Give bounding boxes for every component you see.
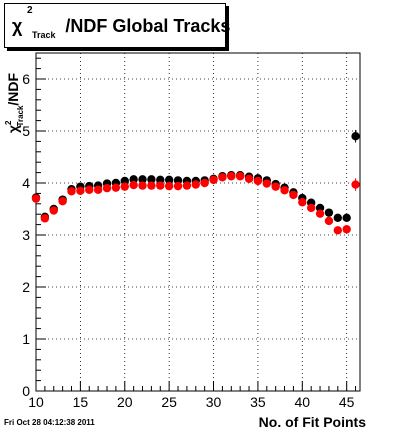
title-chi: χ (12, 16, 23, 36)
data-point-series-2 (156, 181, 165, 190)
data-point-series-2 (164, 181, 174, 191)
y-label-rest: /NDF (5, 72, 21, 105)
axis-ticks (35, 57, 357, 392)
y-axis-label: χ2 Track/NDF (4, 72, 25, 133)
x-tick-label: 30 (206, 394, 222, 410)
data-point-series-1 (147, 175, 156, 184)
data-point-series-1 (351, 132, 360, 141)
y-tick-label: 3 (22, 227, 30, 243)
title-rest: /NDF Global Tracks (65, 16, 231, 36)
data-point-series-1 (138, 175, 147, 184)
data-point-series-1 (342, 213, 351, 223)
y-tick-label: 2 (22, 279, 30, 295)
y-label-sub: Track (16, 105, 25, 126)
y-label-chi: χ (5, 125, 21, 133)
data-point-series-2 (102, 184, 112, 193)
data-point-series-2 (58, 197, 67, 206)
timestamp-footer: Fri Oct 28 04:12:38 2011 (4, 418, 95, 427)
data-point-series-1 (164, 175, 174, 185)
data-point-series-2 (67, 187, 76, 196)
data-points (31, 129, 360, 235)
data-point-series-2 (191, 180, 200, 189)
plot-frame (35, 52, 361, 392)
data-point-series-2 (120, 182, 129, 191)
y-tick-label: 5 (22, 123, 30, 139)
y-tick-label: 4 (22, 175, 30, 191)
data-point-series-2 (262, 179, 271, 188)
data-point-series-2 (147, 181, 156, 190)
x-tick-label: 45 (339, 394, 355, 410)
data-point-series-2 (271, 182, 280, 191)
chart-title-box: χ 2 Track /NDF Global Tracks (4, 3, 230, 48)
x-tick-label: 20 (117, 394, 133, 410)
data-point-series-2 (85, 185, 94, 194)
x-tick-label: 35 (250, 394, 266, 410)
data-point-series-2 (315, 209, 325, 218)
x-tick-label: 40 (295, 394, 311, 410)
title-sub: Track (32, 30, 56, 40)
x-axis-label: No. of Fit Points (259, 414, 367, 430)
data-point-series-2 (129, 180, 138, 190)
data-point-series-2 (93, 185, 103, 194)
data-point-series-2 (280, 186, 289, 195)
y-tick-label: 1 (22, 331, 30, 347)
x-tick-label: 10 (28, 394, 44, 410)
y-tick-label: 6 (22, 71, 30, 87)
data-point-series-1 (333, 213, 343, 223)
data-point-series-2 (49, 206, 58, 215)
x-tick-label: 25 (161, 394, 177, 410)
y-label-sup: 2 (4, 120, 13, 125)
data-point-series-1 (324, 208, 334, 217)
data-point-series-2 (218, 173, 227, 182)
data-point-series-2 (253, 176, 263, 186)
data-point-series-2 (138, 181, 147, 190)
data-point-series-2 (227, 172, 236, 181)
data-point-series-2 (244, 174, 254, 184)
data-point-series-2 (298, 198, 307, 207)
data-point-series-2 (209, 175, 218, 185)
y-tick-label: 0 (22, 383, 30, 399)
data-point-series-2 (173, 181, 183, 191)
chart-grid (36, 53, 360, 391)
data-point-series-2 (306, 203, 316, 213)
data-point-series-2 (342, 225, 351, 234)
chart-title: χ 2 Track /NDF Global Tracks (12, 5, 231, 40)
data-point-series-2 (289, 190, 298, 200)
data-point-series-2 (111, 183, 121, 192)
data-point-series-2 (40, 214, 50, 223)
data-point-series-2 (76, 186, 85, 195)
data-point-series-2 (182, 181, 192, 190)
data-point-series-2 (235, 172, 245, 181)
x-tick-label: 15 (73, 394, 89, 410)
title-sup: 2 (27, 5, 33, 16)
data-point-series-2 (333, 226, 343, 235)
data-point-series-2 (200, 178, 209, 188)
data-point-series-2 (324, 216, 334, 226)
data-point-series-2 (351, 180, 360, 189)
data-point-series-2 (31, 194, 41, 203)
